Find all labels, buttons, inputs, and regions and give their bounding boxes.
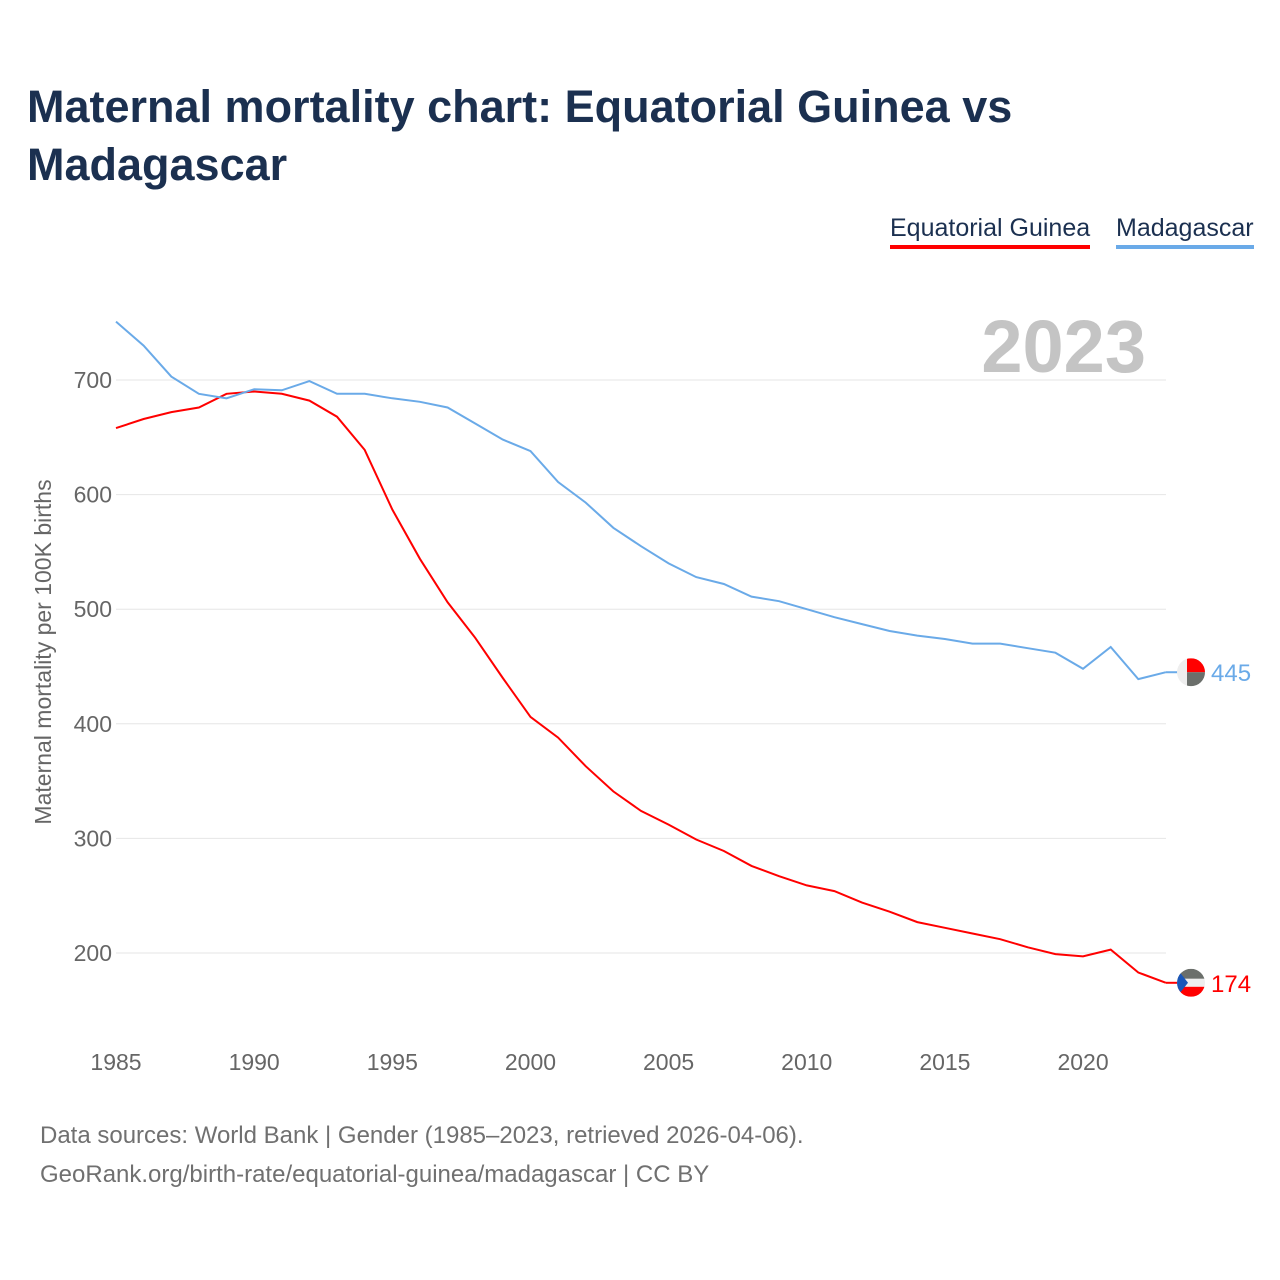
y-tick-label: 700 bbox=[74, 367, 112, 393]
end-value-label: 174 bbox=[1211, 971, 1251, 998]
source-link[interactable]: GeoRank.org/birth-rate/equatorial-guinea… bbox=[40, 1161, 710, 1188]
series-line-madagascar bbox=[115, 320, 1167, 681]
x-tick-label: 1985 bbox=[90, 1049, 141, 1075]
year-label: 2023 bbox=[981, 305, 1146, 388]
end-value-label: 445 bbox=[1211, 660, 1251, 687]
y-axis-label: Maternal mortality per 100K births bbox=[30, 479, 56, 824]
y-tick-label: 300 bbox=[74, 825, 112, 851]
x-tick-label: 2015 bbox=[919, 1049, 970, 1075]
series-line-equatorial-guinea bbox=[115, 390, 1167, 984]
source-note: Data sources: World Bank | Gender (1985–… bbox=[40, 1122, 804, 1149]
madagascar-flag-icon bbox=[1177, 658, 1205, 687]
chart-title: Maternal mortality chart: Equatorial Gui… bbox=[27, 81, 1013, 190]
x-tick-label: 2005 bbox=[643, 1049, 694, 1075]
x-tick-label: 2000 bbox=[505, 1049, 556, 1075]
x-tick-label: 1995 bbox=[367, 1049, 418, 1075]
footer: Data sources: World Bank | Gender (1985–… bbox=[40, 1116, 804, 1194]
legend-madagascar[interactable]: Madagascar bbox=[1116, 214, 1254, 249]
x-tick-label: 2020 bbox=[1057, 1049, 1108, 1075]
legend-equatorial-guinea[interactable]: Equatorial Guinea bbox=[890, 214, 1091, 249]
y-tick-label: 400 bbox=[74, 711, 112, 737]
equatorial-guinea-flag-icon bbox=[1177, 968, 1205, 997]
y-tick-label: 200 bbox=[74, 940, 112, 966]
x-tick-label: 2010 bbox=[781, 1049, 832, 1075]
x-tick-label: 1990 bbox=[229, 1049, 280, 1075]
plot-area: 200 300 400 500 600 700 1985 1990 1995 2000 2005 20… bbox=[30, 305, 1251, 1075]
y-tick-label: 600 bbox=[74, 482, 112, 508]
y-tick-label: 500 bbox=[74, 596, 112, 622]
